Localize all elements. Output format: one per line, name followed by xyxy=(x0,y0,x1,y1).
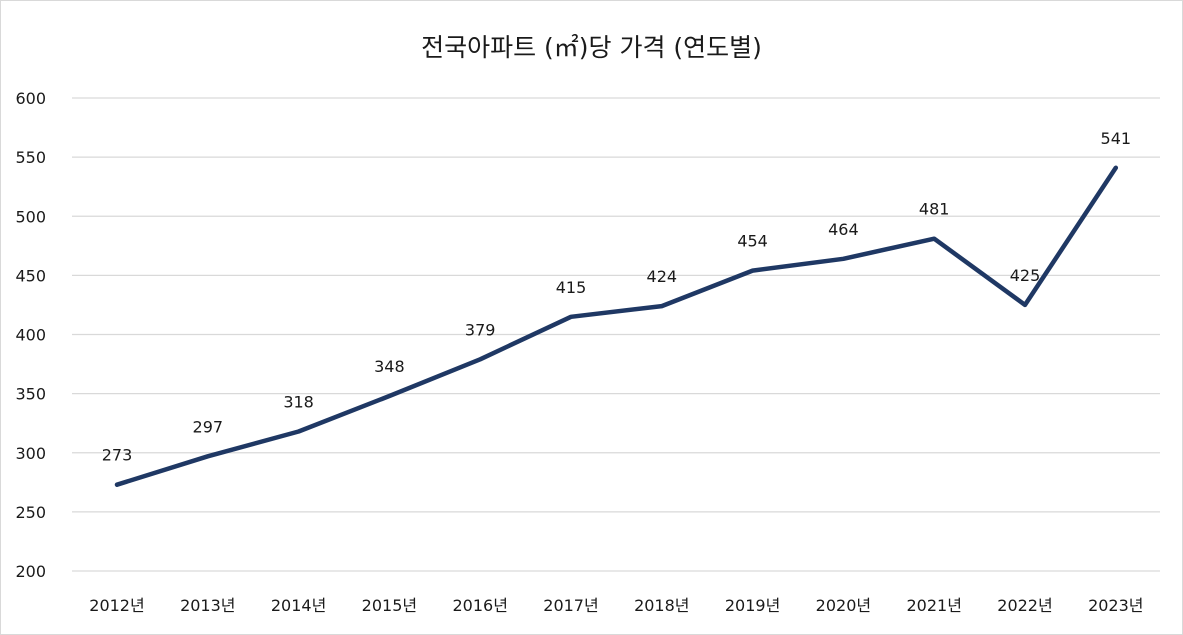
data-label: 318 xyxy=(283,392,314,411)
x-tick-label: 2014년 xyxy=(271,596,326,615)
data-label: 464 xyxy=(828,220,859,239)
data-label: 454 xyxy=(737,232,768,251)
series-line xyxy=(114,165,1119,487)
data-label: 379 xyxy=(465,320,496,339)
x-tick-label: 2019년 xyxy=(725,596,780,615)
data-label: 424 xyxy=(647,267,678,286)
y-tick-label: 200 xyxy=(15,562,46,581)
series xyxy=(114,165,1119,487)
x-tick-label: 2015년 xyxy=(362,596,417,615)
x-tick-label: 2023년 xyxy=(1088,596,1143,615)
x-axis-ticks: 2012년 2013년 2014년 2015년 2016년 2017년 2018년 2019년… xyxy=(89,596,1143,615)
data-label: 297 xyxy=(193,417,224,436)
y-tick-label: 350 xyxy=(15,385,46,404)
data-label: 273 xyxy=(102,446,133,465)
data-label: 348 xyxy=(374,357,405,376)
y-tick-label: 550 xyxy=(15,148,46,167)
data-labels: 273 297 318 348 379 415 424 454 464 481 425 541 xyxy=(102,129,1131,465)
x-tick-label: 2017년 xyxy=(543,596,598,615)
data-label: 481 xyxy=(919,200,950,219)
x-tick-label: 2012년 xyxy=(89,596,144,615)
y-tick-label: 300 xyxy=(15,444,46,463)
x-tick-label: 2016년 xyxy=(452,596,507,615)
x-tick-label: 2021년 xyxy=(906,596,961,615)
y-tick-label: 600 xyxy=(15,89,46,108)
x-tick-label: 2020년 xyxy=(816,596,871,615)
y-tick-label: 500 xyxy=(15,207,46,226)
y-axis-ticks: 200 250 300 350 400 450 500 550 600 xyxy=(15,89,46,581)
data-label: 425 xyxy=(1010,266,1041,285)
gridlines xyxy=(72,97,1160,572)
y-tick-label: 250 xyxy=(15,503,46,522)
y-tick-label: 400 xyxy=(15,326,46,345)
x-tick-label: 2022년 xyxy=(997,596,1052,615)
y-tick-label: 450 xyxy=(15,266,46,285)
data-label: 415 xyxy=(556,278,587,297)
x-tick-label: 2018년 xyxy=(634,596,689,615)
data-label: 541 xyxy=(1101,129,1132,148)
x-tick-label: 2013년 xyxy=(180,596,235,615)
chart-title: 전국아파트 (㎡)당 가격 (연도별) xyxy=(421,33,762,62)
